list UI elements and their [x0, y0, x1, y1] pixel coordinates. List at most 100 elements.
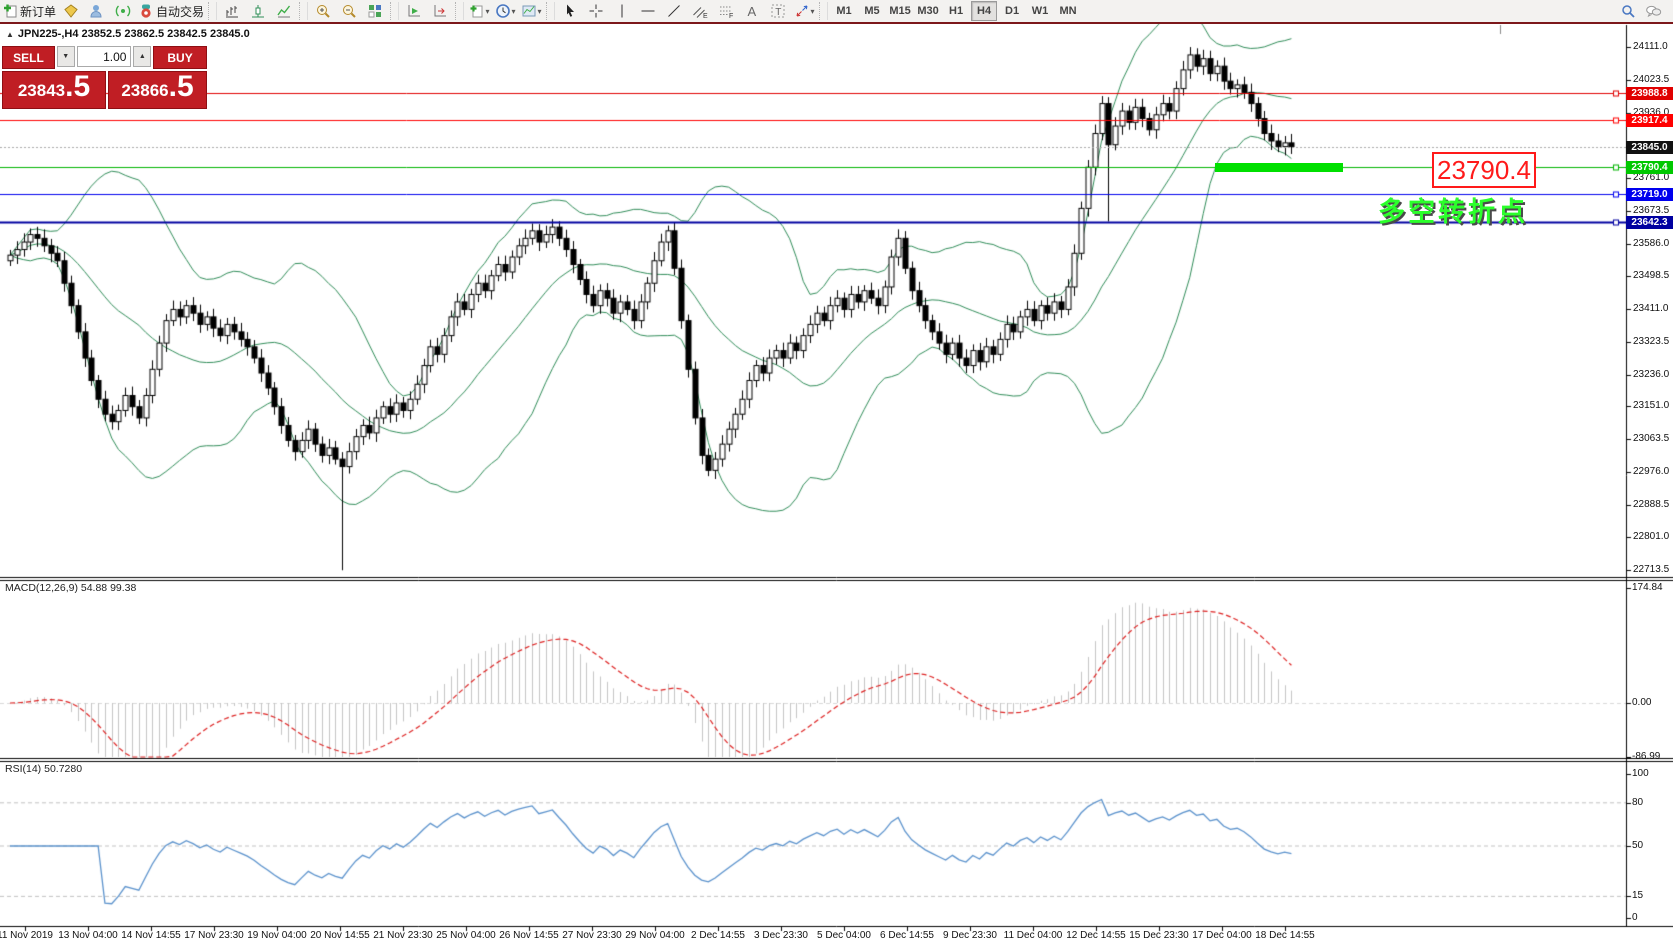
- arrows-button[interactable]: ▾: [791, 1, 817, 21]
- bar-chart-icon: [224, 3, 240, 19]
- timeframe-m30[interactable]: M30: [917, 5, 939, 17]
- crosshair-icon: [588, 3, 604, 19]
- arrows-icon: [794, 3, 810, 19]
- text-label-button[interactable]: T: [765, 1, 791, 21]
- fibonacci-button[interactable]: F: [713, 1, 739, 21]
- zoom-in-button[interactable]: [310, 1, 336, 21]
- volume-input[interactable]: 1.00: [76, 46, 132, 67]
- crosshair-button[interactable]: [583, 1, 609, 21]
- time-axis-label: 11 Dec 04:00: [1003, 930, 1063, 941]
- toolbar: 新订单 自动交易 ▾ ▾ ▾ E F A T ▾ M: [0, 0, 1673, 23]
- price-annotation-box[interactable]: 23790.4: [1432, 152, 1536, 188]
- candlestick-button[interactable]: [245, 1, 271, 21]
- timeframe-w1[interactable]: W1: [1031, 5, 1049, 17]
- new-order-button[interactable]: 新订单: [0, 1, 58, 21]
- price-line-badge: 23719.0: [1626, 188, 1673, 201]
- turning-point-text[interactable]: 多空转折点: [1378, 197, 1528, 227]
- period-clock-icon: [495, 3, 511, 19]
- macd-label: MACD(12,26,9) 54.88 99.38: [5, 582, 137, 594]
- text-button[interactable]: A: [739, 1, 765, 21]
- price-axis-tick: 24023.5: [1633, 73, 1670, 85]
- bar-chart-button[interactable]: [219, 1, 245, 21]
- toolbar-separator: [390, 2, 400, 20]
- chevron-down-icon: ▾: [810, 6, 815, 16]
- sell-price-button[interactable]: 23843.5: [2, 71, 106, 109]
- price-axis-tick: 23761.0: [1633, 172, 1670, 184]
- cursor-icon: [562, 3, 578, 19]
- search-button[interactable]: [1615, 1, 1641, 21]
- chevron-down-icon: ▾: [511, 6, 516, 16]
- price-line-badge: 23642.3: [1626, 216, 1673, 229]
- line-chart-button[interactable]: [271, 1, 297, 21]
- horizontal-line-button[interactable]: [635, 1, 661, 21]
- macd-axis-tick: -86.99: [1632, 751, 1661, 762]
- period-clock-button[interactable]: ▾: [492, 1, 518, 21]
- price-axis-tick: 22888.5: [1633, 498, 1670, 510]
- profile-next-button[interactable]: [401, 1, 427, 21]
- toolbar-separator: [299, 2, 309, 20]
- time-axis-label: 17 Nov 23:30: [184, 930, 244, 941]
- svg-text:F: F: [729, 13, 733, 19]
- tile-windows-button[interactable]: [362, 1, 388, 21]
- macd-axis-tick: 174.84: [1632, 582, 1663, 593]
- timeframe-m5[interactable]: M5: [864, 5, 880, 17]
- zoom-out-button[interactable]: [336, 1, 362, 21]
- price-axis-tick: 23236.0: [1633, 368, 1670, 380]
- chart-window: ▲ JPN225-,H4 23852.5 23862.5 23842.5 2384…: [0, 22, 1673, 946]
- text-label-icon: T: [770, 3, 786, 19]
- price-axis-tick: 22801.0: [1633, 531, 1670, 543]
- timeframe-h1[interactable]: H1: [949, 5, 964, 17]
- trendline-button[interactable]: [661, 1, 687, 21]
- price-line-badge: 23917.4: [1626, 114, 1673, 127]
- buy-price-button[interactable]: 23866.5: [108, 71, 207, 109]
- green-highlight-bar[interactable]: [1215, 163, 1343, 172]
- new-order-icon: [2, 3, 18, 19]
- rsi-label: RSI(14) 50.7280: [5, 763, 83, 775]
- timeframe-m1[interactable]: M1: [836, 5, 852, 17]
- vertical-line-button[interactable]: [609, 1, 635, 21]
- market-watch-button[interactable]: [84, 1, 110, 21]
- market-watch-icon: [89, 3, 105, 19]
- chat-button[interactable]: [1641, 1, 1667, 21]
- cursor-button[interactable]: [557, 1, 583, 21]
- time-axis-label: 18 Dec 14:55: [1255, 930, 1315, 941]
- sell-price-main: 23843: [17, 81, 66, 100]
- price-axis-tick: 22976.0: [1633, 465, 1670, 477]
- zoom-in-icon: [315, 3, 331, 19]
- timeframe-mn[interactable]: MN: [1059, 5, 1077, 17]
- time-axis-label: 12 Dec 14:55: [1066, 930, 1126, 941]
- line-chart-icon: [276, 3, 292, 19]
- sell-button[interactable]: SELL: [2, 46, 55, 69]
- price-axis-tick: 23323.5: [1633, 335, 1670, 347]
- volume-decrease-button[interactable]: ▼: [56, 46, 75, 67]
- add-indicator-button[interactable]: ▾: [466, 1, 492, 21]
- autotrade-button[interactable]: 自动交易: [136, 1, 206, 21]
- price-axis-tick: 24111.0: [1633, 41, 1668, 53]
- chart-canvas[interactable]: [0, 22, 1673, 946]
- toolbar-separator: [819, 2, 829, 20]
- time-axis-label: 19 Nov 04:00: [247, 930, 307, 941]
- signal-button[interactable]: [110, 1, 136, 21]
- buy-button[interactable]: BUY: [153, 46, 207, 69]
- collapse-arrow-icon[interactable]: ▲: [6, 30, 14, 39]
- timeframe-h4[interactable]: H4: [971, 1, 998, 21]
- price-axis-tick: 23936.0: [1633, 106, 1670, 118]
- template-button[interactable]: ▾: [518, 1, 544, 21]
- timeframe-d1[interactable]: D1: [1005, 5, 1020, 17]
- chart-top-border: [0, 22, 1673, 24]
- time-axis-label: 29 Nov 04:00: [625, 930, 685, 941]
- profile-next-icon: [406, 3, 422, 19]
- volume-increase-button[interactable]: ▲: [133, 46, 152, 67]
- toolbar-separator: [455, 2, 465, 20]
- timeframe-m15[interactable]: M15: [889, 5, 911, 17]
- vertical-line-icon: [614, 3, 630, 19]
- profile-prev-button[interactable]: [427, 1, 453, 21]
- time-axis-label: 13 Nov 04:00: [58, 930, 118, 941]
- channel-button[interactable]: E: [687, 1, 713, 21]
- symbol-ohlc-text: JPN225-,H4 23852.5 23862.5 23842.5 23845…: [17, 28, 250, 40]
- chat-icon: [1645, 3, 1663, 19]
- price-axis-tick: 23151.0: [1633, 400, 1670, 412]
- buy-price-main: 23866: [121, 81, 169, 100]
- chevron-down-icon: ▾: [537, 6, 542, 16]
- gem-button[interactable]: [58, 1, 84, 21]
